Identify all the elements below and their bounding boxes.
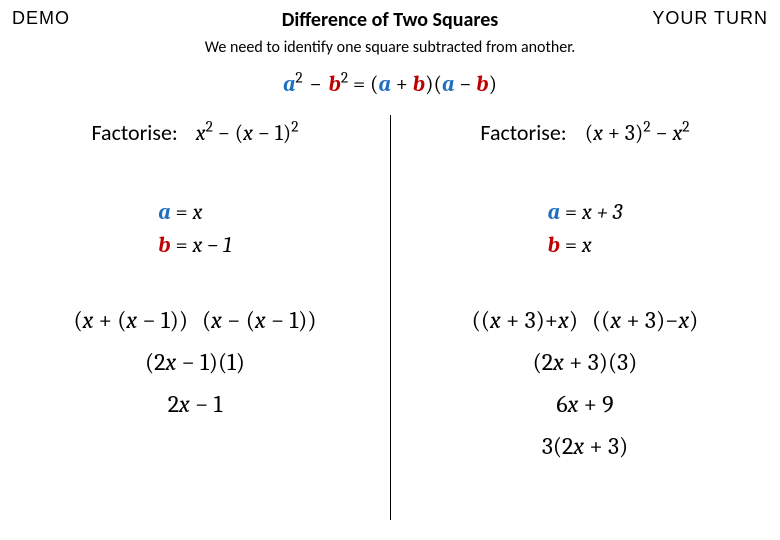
- left-a-line: a = x: [158, 196, 231, 229]
- yourturn-label: YOUR TURN: [652, 8, 768, 29]
- left-a-value: x: [193, 199, 203, 225]
- right-column: Factorise: (x + 3)2 − x2 a = x + 3 b = x…: [390, 115, 780, 535]
- formula-a1: a: [283, 71, 295, 97]
- left-step-2: (2x − 1)(1): [0, 348, 390, 376]
- right-b-value: x: [582, 232, 592, 258]
- formula-a2: a: [378, 71, 390, 97]
- right-ab-block: a = x + 3 b = x: [548, 196, 623, 262]
- formula-b3: b: [476, 71, 488, 97]
- formula-a3: a: [442, 71, 454, 97]
- left-b-label: b: [158, 232, 170, 258]
- left-b-value: x − 1: [193, 232, 232, 258]
- right-step-1: ((x + 3)+x)((x + 3)−x): [390, 306, 780, 334]
- right-step-3: 6x + 9: [390, 390, 780, 418]
- right-steps: ((x + 3)+x)((x + 3)−x) (2x + 3)(3) 6x + …: [390, 306, 780, 460]
- left-a-label: a: [158, 199, 170, 225]
- right-a-value: x + 3: [582, 199, 622, 225]
- left-steps: (x + (x − 1))(x − (x − 1)) (2x − 1)(1) 2…: [0, 306, 390, 418]
- left-step-1: (x + (x − 1))(x − (x − 1)): [0, 306, 390, 334]
- right-b-line: b = x: [548, 229, 623, 262]
- page-subtitle: We need to identify one square subtracte…: [0, 38, 780, 57]
- main-formula: a2 − b2 = (a + b)(a − b): [0, 71, 780, 97]
- formula-b2: b: [413, 71, 425, 97]
- right-prompt-label: Factorise:: [480, 119, 566, 146]
- left-ab-block: a = x b = x − 1: [158, 196, 231, 262]
- right-a-label: a: [548, 199, 560, 225]
- demo-label: DEMO: [12, 8, 70, 29]
- columns: Factorise: x2 − (x − 1)2 a = x b = x − 1…: [0, 115, 780, 535]
- left-expression: x2 − (x − 1)2: [196, 120, 299, 146]
- left-step-3: 2x − 1: [0, 390, 390, 418]
- formula-b1: b: [329, 71, 341, 97]
- left-prompt-label: Factorise:: [92, 119, 178, 146]
- header: DEMO YOUR TURN Difference of Two Squares…: [0, 0, 780, 57]
- right-step-2: (2x + 3)(3): [390, 348, 780, 376]
- right-prompt-row: Factorise: (x + 3)2 − x2: [390, 119, 780, 146]
- left-b-line: b = x − 1: [158, 229, 231, 262]
- right-b-label: b: [548, 232, 560, 258]
- left-column: Factorise: x2 − (x − 1)2 a = x b = x − 1…: [0, 115, 390, 535]
- right-expression: (x + 3)2 − x2: [585, 120, 690, 146]
- right-a-line: a = x + 3: [548, 196, 623, 229]
- right-step-4: 3(2x + 3): [390, 432, 780, 460]
- left-prompt-row: Factorise: x2 − (x − 1)2: [0, 119, 390, 146]
